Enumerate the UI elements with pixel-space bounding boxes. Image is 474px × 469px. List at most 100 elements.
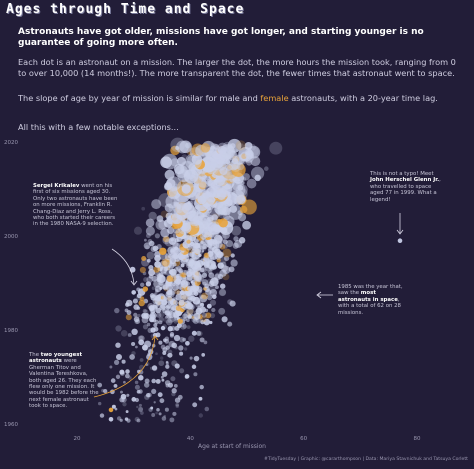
mission-dot [127,333,132,337]
mission-dot [166,353,170,357]
mission-dot [176,242,181,247]
mission-dot [209,320,213,325]
mission-dot [182,324,188,329]
mission-dot [209,299,217,306]
mission-dot [182,337,187,342]
mission-dot [397,238,403,243]
mission-dot [192,281,196,286]
mission-dot [138,403,142,407]
mission-dot [179,272,185,277]
mission-dot [187,315,192,320]
mission-dot [218,150,224,155]
mission-dot [165,364,170,369]
mission-dot [131,351,136,356]
mission-dot [125,373,130,379]
mission-dot [165,345,170,350]
mission-dot [187,285,194,291]
mission-dot [219,283,226,289]
mission-dot [169,257,177,265]
mission-dot [186,318,190,323]
mission-dot [213,144,220,150]
mission-dot [183,311,191,319]
mission-dot [203,261,210,268]
mission-dot [171,360,178,367]
mission-dot [184,374,190,379]
glenn-text-post: , who travelled to space aged 77 in 1999… [370,177,441,203]
mission-dot [206,294,213,301]
intro-paragraph-dots: Each dot is an astronaut on a mission. T… [18,57,456,78]
mission-dot [210,261,217,267]
mission-dot [97,382,103,388]
mission-dot [153,401,156,404]
mission-dot [201,312,207,318]
mission-dot [208,272,215,279]
mission-dot [189,356,193,360]
mission-dot [146,258,151,263]
mission-dot [198,396,203,401]
mission-dot [229,300,236,307]
mission-dot [155,378,161,384]
mission-dot [165,318,173,326]
mission-dot [196,210,201,214]
mission-dot [159,247,167,256]
mission-dot [159,304,166,311]
mission-dot [173,319,179,324]
mission-dot [188,296,193,302]
mission-dot [140,411,144,415]
mission-dot [213,234,223,244]
mission-dot [160,375,164,379]
mission-dot [176,275,180,279]
mission-dot [156,215,164,222]
mission-dot [173,334,181,342]
intro-paragraph-slope: The slope of age by year of mission is s… [18,93,463,104]
mission-dot [138,369,144,375]
mission-dot [180,183,186,188]
mission-dot [153,292,157,296]
slope-text-pre: The slope of age by year of mission is s… [18,93,261,103]
mission-dot [246,178,257,189]
mission-dot [193,249,198,254]
mission-dot [139,358,144,362]
mission-dot [181,276,187,282]
chart-subtitle: Astronauts have got older, missions have… [18,27,424,48]
mission-dot [181,324,185,328]
mission-dot [211,276,219,284]
mission-dot [215,285,219,290]
mission-dot [164,253,172,261]
mission-dot [160,325,166,331]
mission-dot [152,332,158,338]
mission-dot [139,266,146,273]
mission-dot [163,338,167,342]
mission-dot [161,235,171,245]
slope-text-post: astronauts, with a 20-year time lag. [288,93,438,103]
mission-dot [173,384,178,388]
mission-dot [203,252,209,258]
mission-dot [233,236,239,242]
mission-dot [209,312,216,319]
mission-dot [207,221,222,235]
mission-dot [144,378,150,384]
youngest-bold: two youngest astronauts [29,352,83,365]
mission-dot [163,218,173,228]
mission-dot [214,248,221,256]
mission-dot [120,390,123,394]
youngest-text-pre: The [29,352,41,358]
mission-dot [172,242,181,250]
mission-dot [222,265,231,274]
mission-dot [160,295,165,300]
mission-dot [198,413,203,418]
mission-dot [242,220,252,230]
mission-dot [148,304,155,312]
mission-dot [149,313,156,319]
mission-dot [181,154,188,161]
mission-dot [141,255,147,262]
mission-dot [156,408,160,412]
mission-dot [158,412,162,416]
mission-dot [153,281,160,288]
mission-dot [217,142,228,153]
mission-dot [218,218,228,228]
mission-dot [143,242,151,250]
y-tick-label: 1960 [4,422,18,428]
mission-dot [186,285,193,292]
arrow-krikalev [111,248,135,285]
